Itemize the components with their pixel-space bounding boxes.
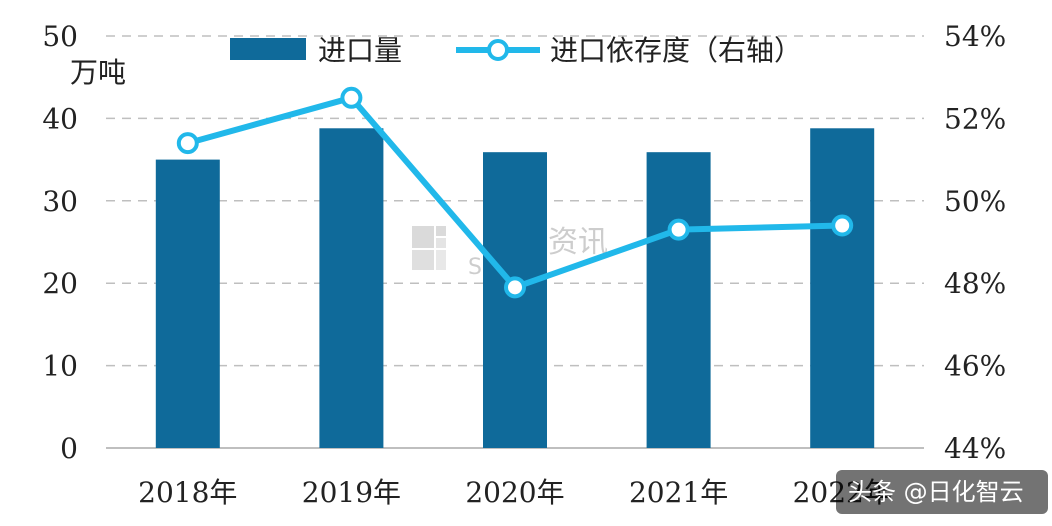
- x-tick-label: 2019年: [302, 476, 401, 509]
- y-axis-left-label: 万吨: [70, 56, 126, 89]
- y-left-tick-label: 50: [42, 20, 78, 53]
- watermark-text: 资讯: [548, 225, 608, 260]
- y-left-tick-label: 30: [42, 185, 78, 218]
- x-tick-label: 2018年: [138, 476, 237, 509]
- legend-marker-icon: [487, 39, 509, 61]
- y-right-tick-label: 52%: [944, 102, 1006, 135]
- line-point: [176, 132, 199, 155]
- y-right-tick-label: 48%: [944, 267, 1006, 300]
- line-point: [504, 276, 526, 299]
- bar: [319, 128, 384, 448]
- x-axis: 2018年2019年2020年2021年2022年: [138, 476, 892, 509]
- y-left-tick-label: 10: [42, 350, 78, 383]
- y-left-tick-label: 40: [42, 102, 78, 135]
- y-axis-left: 0 10 20 30 40 50: [42, 20, 78, 465]
- credit-text: 头条 @日化智云: [848, 478, 1024, 506]
- legend-label-bar: 进口量: [318, 34, 402, 67]
- bar-series-import-volume: [155, 128, 875, 448]
- line-point: [340, 86, 363, 109]
- y-right-tick-label: 50%: [944, 185, 1006, 218]
- legend-swatch-bar: [230, 38, 306, 60]
- source-credit: 头条 @日化智云: [836, 470, 1048, 514]
- watermark-logo-icon: [412, 226, 446, 270]
- line-series-import-dependency: [176, 86, 854, 299]
- y-right-tick-label: 44%: [944, 432, 1006, 465]
- y-right-tick-label: 46%: [944, 350, 1006, 383]
- y-right-tick-label: 54%: [944, 20, 1006, 53]
- bar: [483, 152, 547, 448]
- line-point: [667, 218, 690, 241]
- bar: [810, 128, 875, 448]
- bar: [155, 159, 220, 448]
- y-left-tick-label: 0: [60, 432, 78, 465]
- y-left-tick-label: 20: [42, 267, 78, 300]
- x-tick-label: 2020年: [465, 476, 564, 509]
- y-axis-right: 44% 46% 48% 50% 52% 54%: [944, 20, 1006, 465]
- line-point: [831, 214, 854, 237]
- legend: 进口量 进口依存度（右轴）: [230, 34, 802, 67]
- x-tick-label: 2021年: [629, 476, 728, 509]
- legend-label-line: 进口依存度（右轴）: [550, 34, 802, 67]
- bar: [646, 152, 711, 448]
